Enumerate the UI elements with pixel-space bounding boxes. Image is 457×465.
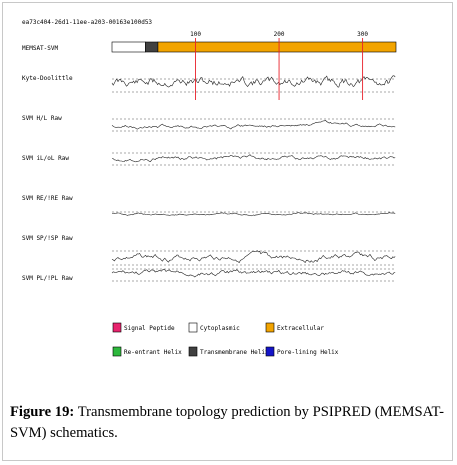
legend: Signal Peptide Cytoplasmic Extracellular… <box>112 322 339 357</box>
tracks-area <box>111 75 396 282</box>
track-label-svm-iloL: SVM iL/oL Raw <box>22 155 69 162</box>
position-ruler: 100 200 300 <box>190 31 368 38</box>
legend-swatch <box>188 322 198 333</box>
figure-frame <box>2 2 453 461</box>
legend-item-cytoplasmic: Cytoplasmic <box>188 322 240 333</box>
topology-segment-transmembrane-helix <box>145 41 159 53</box>
legend-swatch <box>188 346 198 357</box>
legend-item-re-entrant-helix: Re-entrant Helix <box>112 346 182 357</box>
ruler-tick-label: 200 <box>274 31 285 38</box>
legend-label: Cytoplasmic <box>200 325 240 332</box>
track-label-svm-re: SVM RE/!RE Raw <box>22 195 73 202</box>
legend-label: Extracellular <box>277 325 324 332</box>
topology-segment-cytoplasmic <box>111 41 146 53</box>
position-marker-lines <box>195 38 364 100</box>
topology-track-label: MEMSAT-SVM <box>22 45 59 52</box>
legend-item-signal-peptide: Signal Peptide <box>112 322 175 333</box>
legend-swatch <box>112 322 122 333</box>
track-trace <box>111 154 396 163</box>
sequence-id: ea73c404-26d1-11ee-a203-00163e100d53 <box>22 19 152 26</box>
ruler-tick-label: 300 <box>357 31 368 38</box>
track-trace <box>111 250 396 264</box>
legend-label: Pore-lining Helix <box>277 349 339 356</box>
caption-text: Transmembrane topology prediction by PSI… <box>10 404 444 441</box>
legend-item-transmembrane-helix: Transmembrane Helix <box>188 346 269 357</box>
topology-bar <box>111 41 397 53</box>
legend-swatch <box>265 322 275 333</box>
legend-item-extracellular: Extracellular <box>265 322 324 333</box>
legend-swatch <box>112 346 122 357</box>
track-trace <box>111 212 396 217</box>
legend-label: Re-entrant Helix <box>124 349 182 356</box>
track-label-svm-sp: SVM SP/!SP Raw <box>22 235 73 242</box>
track-label-svm-hl: SVM H/L Raw <box>22 115 62 122</box>
track-label-svm-pl: SVM PL/!PL Raw <box>22 275 73 282</box>
legend-label: Transmembrane Helix <box>200 349 269 356</box>
ruler-tick-label: 100 <box>190 31 201 38</box>
track-label-kyte-doolittle: Kyte-Doolittle <box>22 75 73 82</box>
track-trace <box>111 268 396 278</box>
topology-segment-extracellular <box>157 41 397 53</box>
legend-swatch <box>265 346 275 357</box>
legend-item-pore-lining-helix: Pore-lining Helix <box>265 346 339 357</box>
caption-label: Figure 19: <box>10 404 75 420</box>
legend-label: Signal Peptide <box>124 325 175 332</box>
track-trace <box>111 75 396 88</box>
track-trace <box>111 119 396 130</box>
figure-caption: Figure 19: Transmembrane topology predic… <box>10 402 444 444</box>
